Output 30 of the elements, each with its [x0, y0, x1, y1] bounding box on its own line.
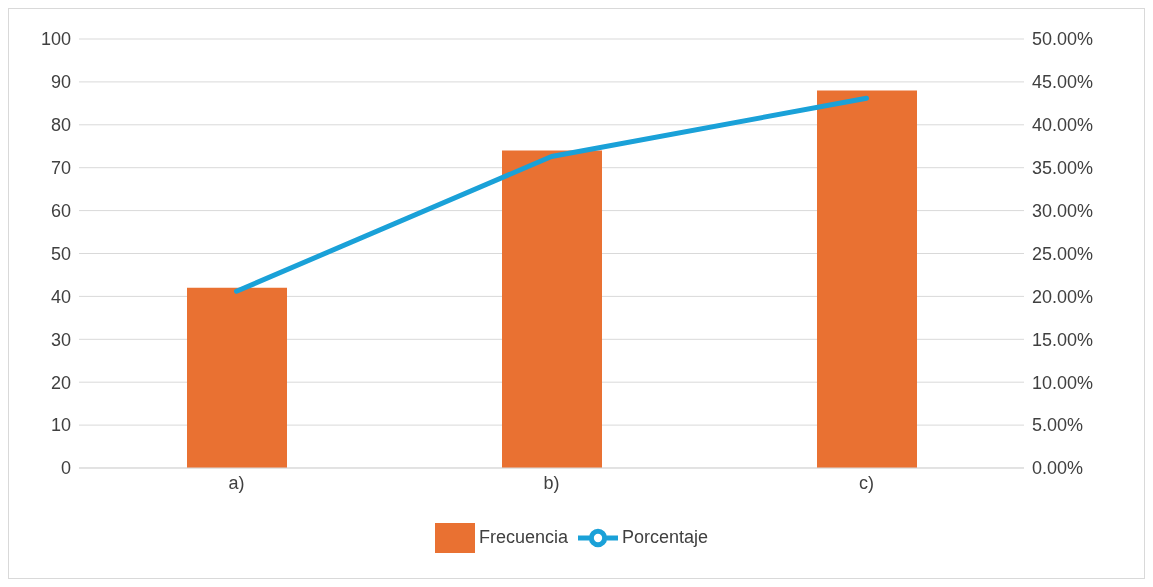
y2-tick-label: 15.00% — [1032, 329, 1094, 350]
y-tick-label: 80 — [50, 115, 71, 136]
y-tick-label: 40 — [50, 286, 71, 307]
y2-tick-label: 45.00% — [1032, 72, 1094, 93]
y-tick-label: 50 — [50, 243, 71, 264]
y2-tick-label: 35.00% — [1032, 158, 1094, 179]
y2-tick-label: 20.00% — [1032, 286, 1094, 307]
y-tick-label: 10 — [50, 415, 71, 436]
x-tick-label: c) — [859, 472, 874, 493]
y-tick-label: 20 — [50, 372, 71, 393]
y-tick-label: 70 — [50, 158, 71, 179]
y2-tick-label: 30.00% — [1032, 200, 1094, 221]
y-tick-label: 90 — [50, 72, 71, 93]
y2-tick-label: 0.00% — [1032, 458, 1084, 479]
y2-tick-label: 50.00% — [1032, 29, 1094, 50]
bar — [502, 150, 602, 468]
bar — [817, 90, 917, 468]
y2-tick-label: 25.00% — [1032, 243, 1094, 264]
y-tick-label: 30 — [50, 329, 71, 350]
legend-label: Porcentaje — [621, 526, 709, 547]
legend-label: Frecuencia — [478, 526, 568, 547]
x-tick-label: a) — [228, 472, 245, 493]
y2-tick-label: 5.00% — [1032, 415, 1084, 436]
y-tick-label: 60 — [50, 200, 71, 221]
y2-tick-label: 40.00% — [1032, 115, 1094, 136]
y-tick-label: 0 — [60, 458, 71, 479]
x-tick-label: b) — [543, 472, 560, 493]
y2-tick-label: 10.00% — [1032, 372, 1094, 393]
bar — [187, 287, 287, 468]
y-tick-label: 100 — [40, 29, 71, 50]
